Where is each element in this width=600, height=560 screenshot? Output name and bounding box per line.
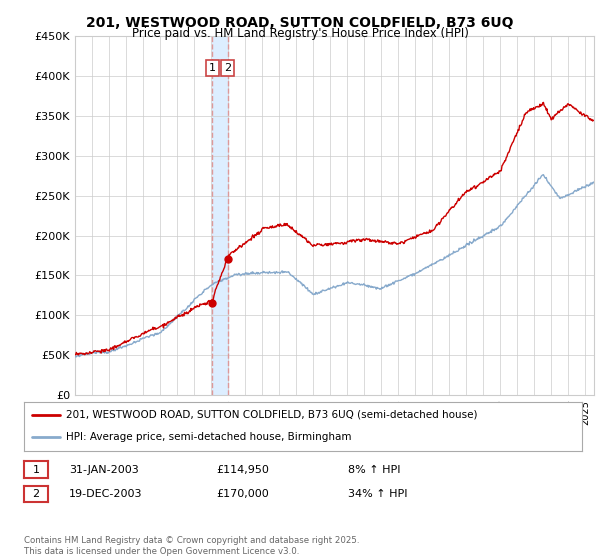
- Text: 31-JAN-2003: 31-JAN-2003: [69, 465, 139, 475]
- Text: 8% ↑ HPI: 8% ↑ HPI: [348, 465, 401, 475]
- Text: 34% ↑ HPI: 34% ↑ HPI: [348, 489, 407, 499]
- Text: 201, WESTWOOD ROAD, SUTTON COLDFIELD, B73 6UQ (semi-detached house): 201, WESTWOOD ROAD, SUTTON COLDFIELD, B7…: [66, 410, 478, 420]
- Text: £170,000: £170,000: [216, 489, 269, 499]
- Text: 1: 1: [32, 465, 40, 475]
- Text: 2: 2: [32, 489, 40, 499]
- Bar: [212, 36, 227, 395]
- Text: 201, WESTWOOD ROAD, SUTTON COLDFIELD, B73 6UQ: 201, WESTWOOD ROAD, SUTTON COLDFIELD, B7…: [86, 16, 514, 30]
- Text: 1: 1: [209, 63, 216, 73]
- Text: 19-DEC-2003: 19-DEC-2003: [69, 489, 143, 499]
- Text: Price paid vs. HM Land Registry's House Price Index (HPI): Price paid vs. HM Land Registry's House …: [131, 27, 469, 40]
- Text: Contains HM Land Registry data © Crown copyright and database right 2025.
This d: Contains HM Land Registry data © Crown c…: [24, 536, 359, 556]
- Text: £114,950: £114,950: [216, 465, 269, 475]
- Text: 2: 2: [224, 63, 231, 73]
- Text: HPI: Average price, semi-detached house, Birmingham: HPI: Average price, semi-detached house,…: [66, 432, 352, 442]
